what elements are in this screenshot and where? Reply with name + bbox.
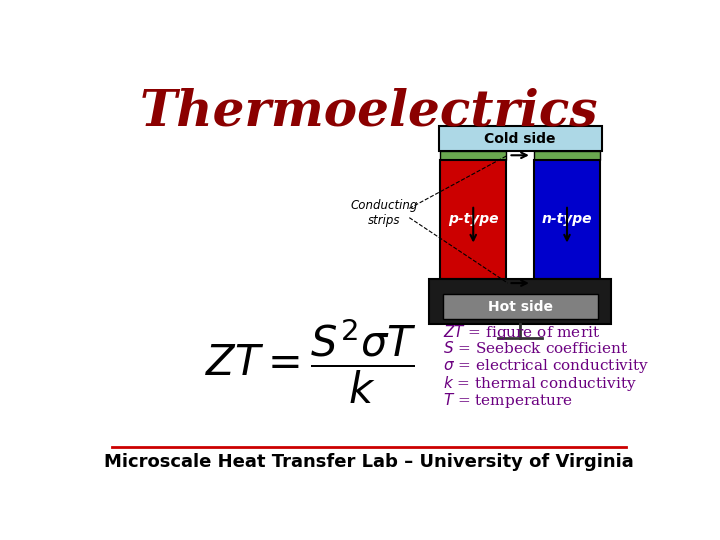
Text: Conducting
strips: Conducting strips (351, 199, 418, 227)
Bar (441, 159, 506, 279)
Text: $k$ = thermal conductivity: $k$ = thermal conductivity (443, 374, 636, 393)
Text: $ZT$ = figure of merit: $ZT$ = figure of merit (443, 323, 600, 342)
Text: $S$ = Seebeck coefficient: $S$ = Seebeck coefficient (443, 340, 628, 356)
Bar (534, 151, 600, 159)
Bar (441, 151, 506, 159)
Bar (438, 126, 601, 151)
Text: p-type: p-type (448, 212, 498, 226)
Text: $\sigma$ = electrical conductivity: $\sigma$ = electrical conductivity (443, 356, 649, 375)
Bar (441, 279, 506, 287)
Text: $ZT = \dfrac{S^2\sigma T}{k}$: $ZT = \dfrac{S^2\sigma T}{k}$ (205, 316, 417, 406)
Bar (443, 294, 598, 319)
Text: n-type: n-type (541, 212, 593, 226)
Text: Microscale Heat Transfer Lab – University of Virginia: Microscale Heat Transfer Lab – Universit… (104, 454, 634, 471)
Text: $T$ = temperature: $T$ = temperature (443, 390, 572, 409)
Text: Cold side: Cold side (485, 132, 556, 146)
Bar (429, 279, 611, 325)
Bar (534, 159, 600, 279)
Bar (534, 279, 600, 287)
Text: Thermoelectrics: Thermoelectrics (140, 88, 598, 137)
Text: Hot side: Hot side (487, 300, 553, 314)
